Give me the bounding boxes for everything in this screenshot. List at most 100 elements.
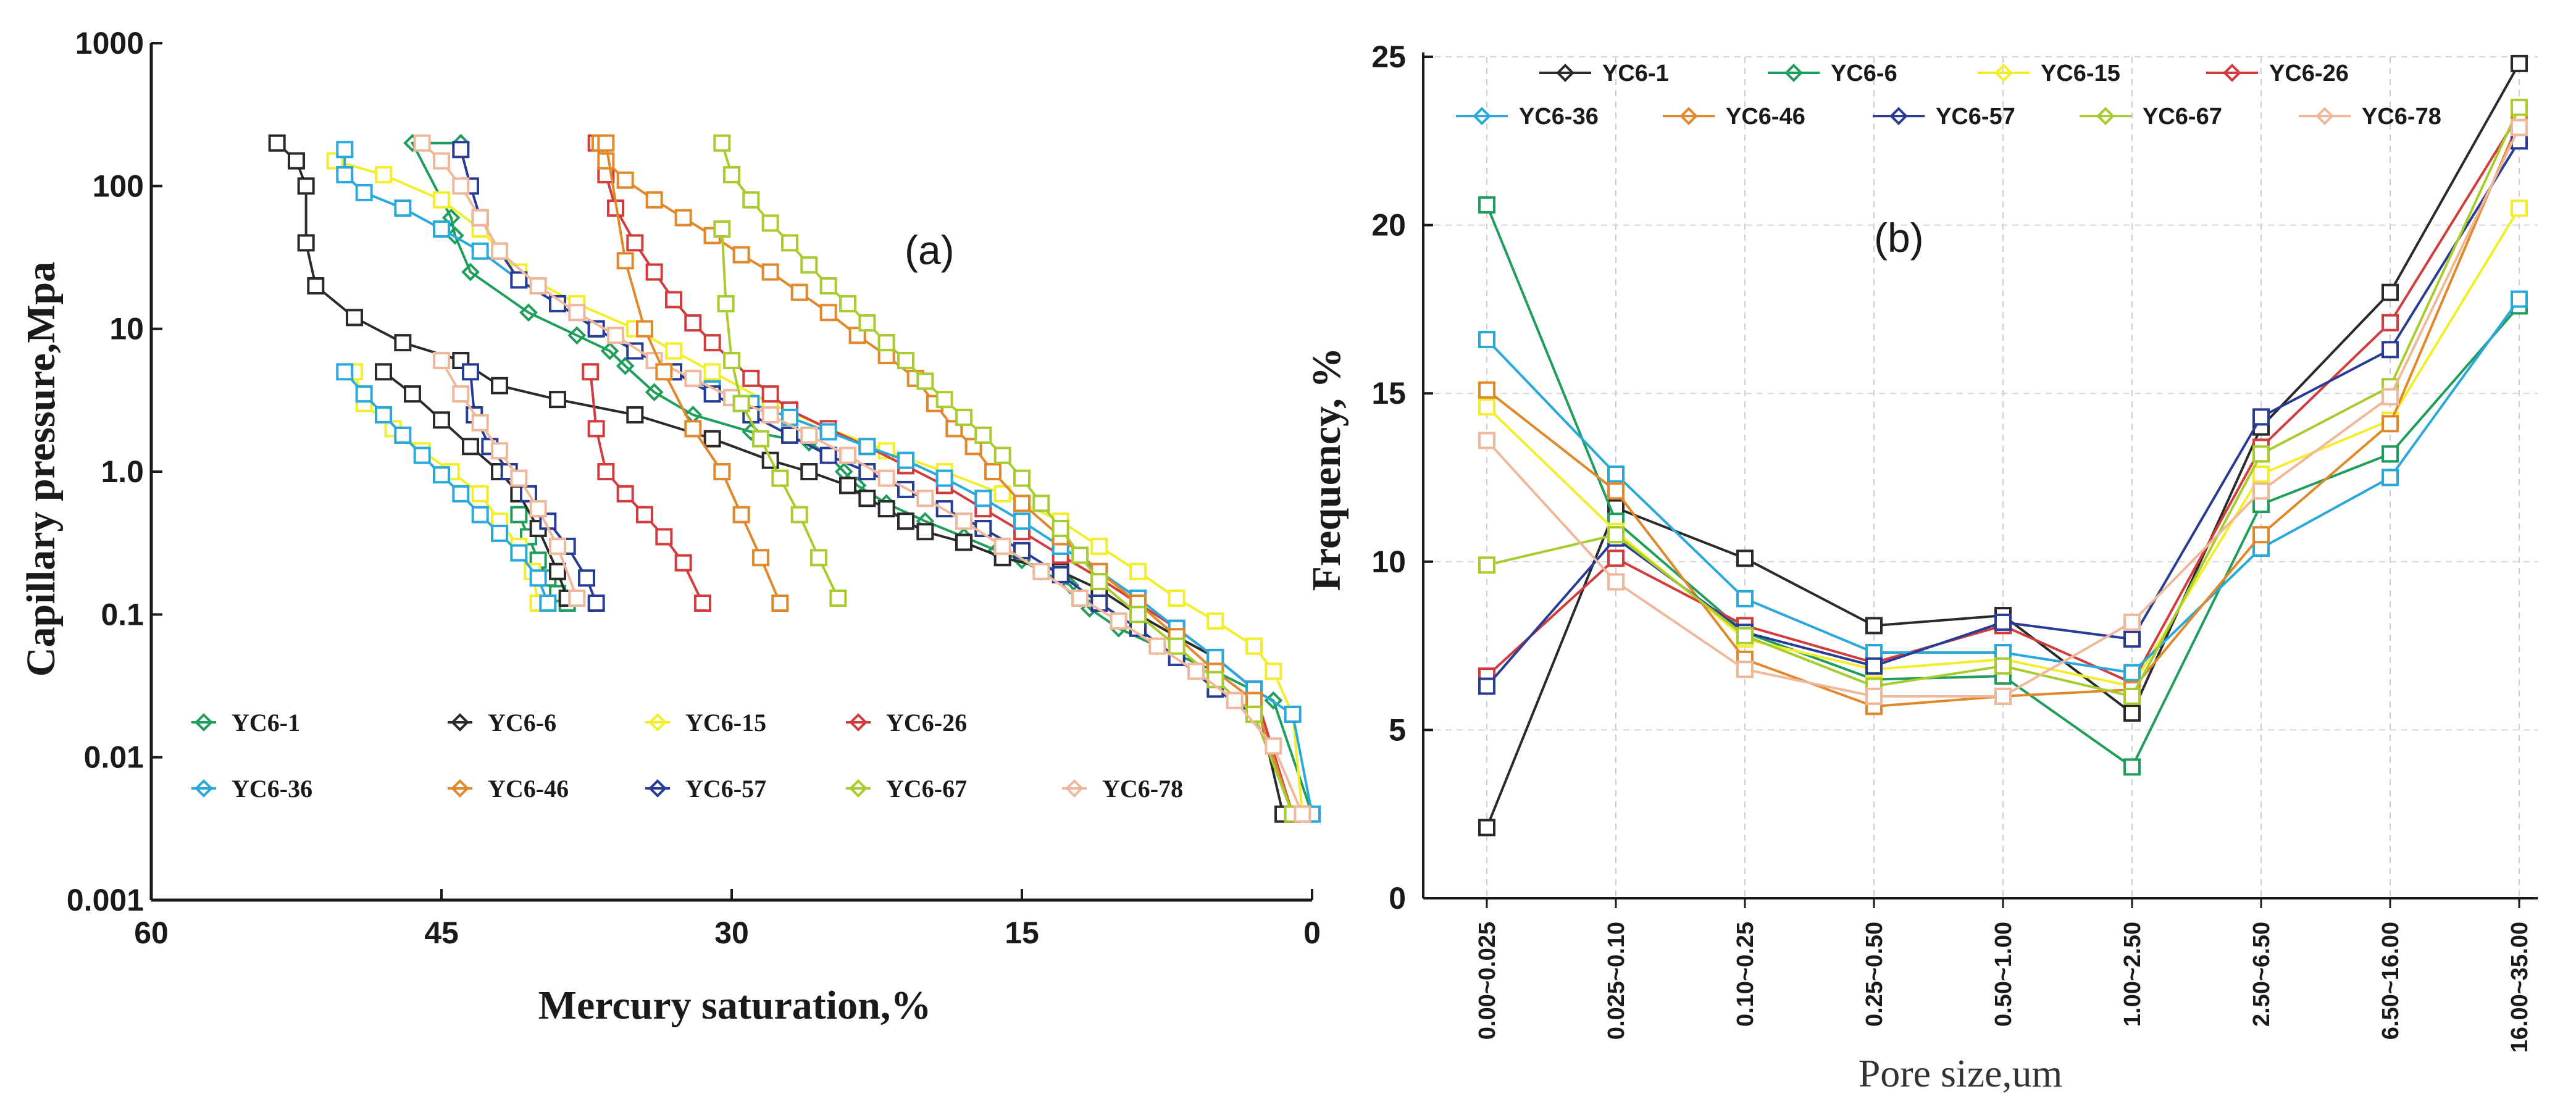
chart-b-legend-marker <box>1784 64 1803 82</box>
chart-b-legend-marker <box>1556 64 1574 82</box>
chart-a-series-YC6-67 <box>713 220 847 607</box>
chart-b-point-YC6-57 <box>1865 657 1883 675</box>
chart-a-point-YC6-46 <box>732 246 750 264</box>
chart-b-panel-label: (b) <box>1874 215 1924 261</box>
chart-a-point-YC6-1 <box>519 303 538 322</box>
chart-b-x-tick-label: 0.00~0.025 <box>1474 922 1500 1040</box>
chart-a-point-YC6-78 <box>1187 662 1205 680</box>
chart-b-y-tick-label: 5 <box>1389 712 1406 747</box>
chart-a-series <box>268 133 1321 824</box>
chart-a-y-tick-label: 0.1 <box>101 597 144 632</box>
chart-a-series-YC6-67 <box>713 134 1302 823</box>
chart-a-point-YC6-26 <box>655 528 673 546</box>
chart-a-legend-marker <box>849 713 868 732</box>
chart-b-legend-label: YC6-57 <box>1936 104 2015 130</box>
chart-a-point-YC6-26 <box>665 291 682 309</box>
chart-b-point-YC6-57 <box>1994 613 2012 631</box>
chart-b-y-axis-label: Frequency, % <box>1304 348 1349 591</box>
chart-a-point-YC6-6 <box>800 463 818 480</box>
chart-a-point-YC6-6 <box>761 451 779 469</box>
chart-a-point-YC6-78 <box>452 177 470 195</box>
chart-a-point-YC6-78 <box>471 209 489 227</box>
chart-a-point-YC6-26 <box>636 506 653 524</box>
chart-a-point-YC6-6 <box>703 430 721 448</box>
chart-b-x-tick-label: 0.025~0.10 <box>1604 922 1629 1040</box>
chart-b-point-YC6-1 <box>1736 549 1754 567</box>
chart-a-point-YC6-36 <box>394 426 412 444</box>
chart-a-point-YC6-46 <box>636 320 653 338</box>
chart-b-series <box>1478 54 2528 837</box>
chart-b-point-YC6-36 <box>2123 664 2141 682</box>
chart-a-point-YC6-6 <box>268 134 286 152</box>
chart-a-point-YC6-67 <box>897 351 914 369</box>
chart-b-y-tick-label: 10 <box>1371 545 1406 579</box>
chart-a-point-YC6-46 <box>645 191 663 209</box>
chart-a-point-YC6-46 <box>1245 691 1263 709</box>
chart-a-point-YC6-6 <box>839 477 856 494</box>
chart-a-point-YC6-6 <box>394 334 412 352</box>
chart-a-point-YC6-67 <box>800 256 818 274</box>
chart-a-line-YC6-6 <box>276 142 1284 815</box>
chart-a-point-YC6-6 <box>916 523 934 541</box>
chart-b-point-YC6-15 <box>2511 199 2528 217</box>
chart-a-x-axis-label: Mercury saturation,% <box>538 983 932 1028</box>
chart-a-point-YC6-78 <box>1294 805 1311 823</box>
chart-a-point-YC6-67 <box>916 372 934 390</box>
chart-b-x-tick-label: 16.00~35.00 <box>2507 922 2533 1053</box>
chart-b-point-YC6-36 <box>2511 290 2528 308</box>
chart-b-y-tick-label: 20 <box>1371 208 1406 243</box>
chart-a-point-YC6-67 <box>1245 706 1263 724</box>
chart-a-x-tick-label: 15 <box>1005 916 1039 950</box>
chart-a-point-YC6-67 <box>877 334 895 352</box>
chart-a-point-YC6-1 <box>567 326 587 345</box>
chart-a-point-YC6-46 <box>761 263 779 281</box>
chart-a-point-YC6-6 <box>404 385 421 403</box>
chart-a-x-tick-label: 45 <box>424 916 459 950</box>
chart-b-point-YC6-1 <box>2382 283 2399 301</box>
chart-a-point-YC6-6 <box>549 562 566 580</box>
chart-a-series-YC6-26 <box>582 363 711 612</box>
chart-a-point-YC6-46 <box>1013 494 1031 512</box>
chart-a-y-tick-label: 1.0 <box>101 454 144 489</box>
chart-a-point-YC6-15 <box>1129 562 1147 580</box>
chart-a-point-YC6-36 <box>433 466 450 484</box>
chart-a-point-YC6-67 <box>955 409 972 427</box>
chart-a-point-YC6-6 <box>955 533 972 551</box>
chart-a-legend-marker <box>451 713 469 732</box>
chart-b-point-YC6-36 <box>1736 590 1754 607</box>
chart-a-point-YC6-78 <box>916 490 934 507</box>
chart-a-point-YC6-26 <box>703 334 721 352</box>
chart-a-point-YC6-6 <box>897 512 914 530</box>
chart-a-point-YC6-15 <box>471 485 489 503</box>
chart-b-point-YC6-78 <box>1865 687 1883 705</box>
chart-a-point-YC6-78 <box>568 304 586 322</box>
chart-a-point-YC6-46 <box>945 420 963 438</box>
chart-a-point-YC6-36 <box>529 569 547 587</box>
chart-b-legend-marker <box>1889 107 1908 125</box>
chart-b-point-YC6-78 <box>2123 613 2141 631</box>
chart-a-point-YC6-6 <box>462 438 479 456</box>
chart-a-point-YC6-26 <box>616 485 634 503</box>
chart-a-point-YC6-78 <box>684 369 702 387</box>
chart-a-point-YC6-46 <box>597 152 615 170</box>
chart-a-x-tick-label: 0 <box>1303 916 1321 950</box>
chart-a-point-YC6-15 <box>1265 662 1282 680</box>
chart-b-point-YC6-1 <box>1865 617 1883 635</box>
chart-a-point-YC6-15 <box>433 191 450 209</box>
chart-a-point-YC6-6 <box>346 309 363 327</box>
chart-a-point-YC6-78 <box>1071 589 1089 607</box>
chart-a-point-YC6-26 <box>761 385 779 403</box>
chart-a-point-YC6-67 <box>781 234 798 252</box>
chart-a-point-YC6-15 <box>993 485 1011 503</box>
chart-a-point-YC6-36 <box>1206 648 1224 666</box>
chart-a-point-YC6-1 <box>461 262 480 282</box>
chart-a-legend-label: YC6-1 <box>232 709 300 737</box>
chart-a-point-YC6-67 <box>993 446 1011 464</box>
chart-b-legend-marker <box>1994 64 2013 82</box>
chart-b-point-YC6-6 <box>1478 196 1495 214</box>
chart-a-point-YC6-67 <box>723 166 740 184</box>
chart-a-x-tick-label: 30 <box>714 916 749 950</box>
chart-a-y-tick-label: 1000 <box>75 26 144 61</box>
chart-b-point-YC6-57 <box>2382 341 2399 359</box>
chart-b-y-tick-label: 15 <box>1371 376 1406 411</box>
